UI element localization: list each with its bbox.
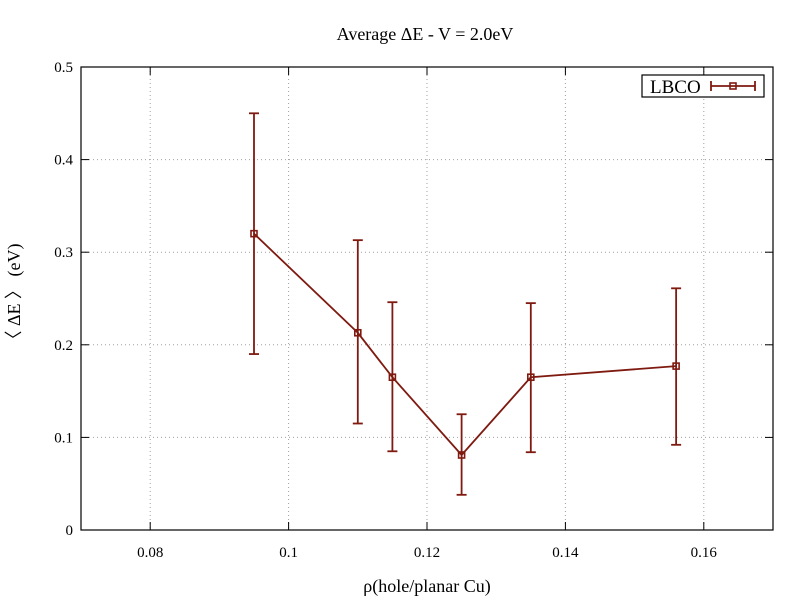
y-tick-label: 0 (66, 523, 74, 539)
chart-title: Average ΔE - V = 2.0eV (337, 24, 514, 44)
legend-marker (729, 82, 737, 90)
x-tick-label: 0.16 (691, 545, 718, 561)
y-axis-label: 〈 ΔE 〉 (eV) (4, 243, 25, 348)
y-tick-label: 0.4 (54, 153, 73, 169)
y-tick-label: 0.3 (54, 245, 73, 261)
legend: LBCO (641, 74, 765, 98)
data-point (672, 362, 680, 370)
series-line (253, 233, 677, 457)
y-tick-label: 0.2 (54, 338, 73, 354)
data-point (526, 373, 535, 382)
legend-label-lbco: LBCO (650, 77, 701, 98)
ticks: 0.08 0.1 0.12 0.14 0.16 0 0.1 0.2 0.3 0.4 0.5 (54, 60, 773, 561)
x-tick-label: 0.08 (137, 545, 163, 561)
axes (80, 66, 774, 531)
y-tick-label: 0.1 (54, 430, 73, 446)
y-tick-label: 0.5 (54, 60, 73, 76)
x-tick-label: 0.1 (279, 545, 298, 561)
plot-frame (80, 66, 774, 531)
series-lbco (249, 112, 682, 496)
x-tick-label: 0.14 (552, 545, 579, 561)
data-point (388, 373, 397, 382)
grid (81, 66, 773, 530)
x-tick-label: 0.12 (414, 545, 440, 561)
data-point (457, 451, 466, 459)
data-point (250, 229, 258, 238)
legend-sample-lbco (710, 81, 756, 91)
x-axis-label: ρ(hole/planar Cu) (363, 576, 490, 597)
data-point (353, 328, 362, 337)
legend-box (641, 74, 765, 98)
